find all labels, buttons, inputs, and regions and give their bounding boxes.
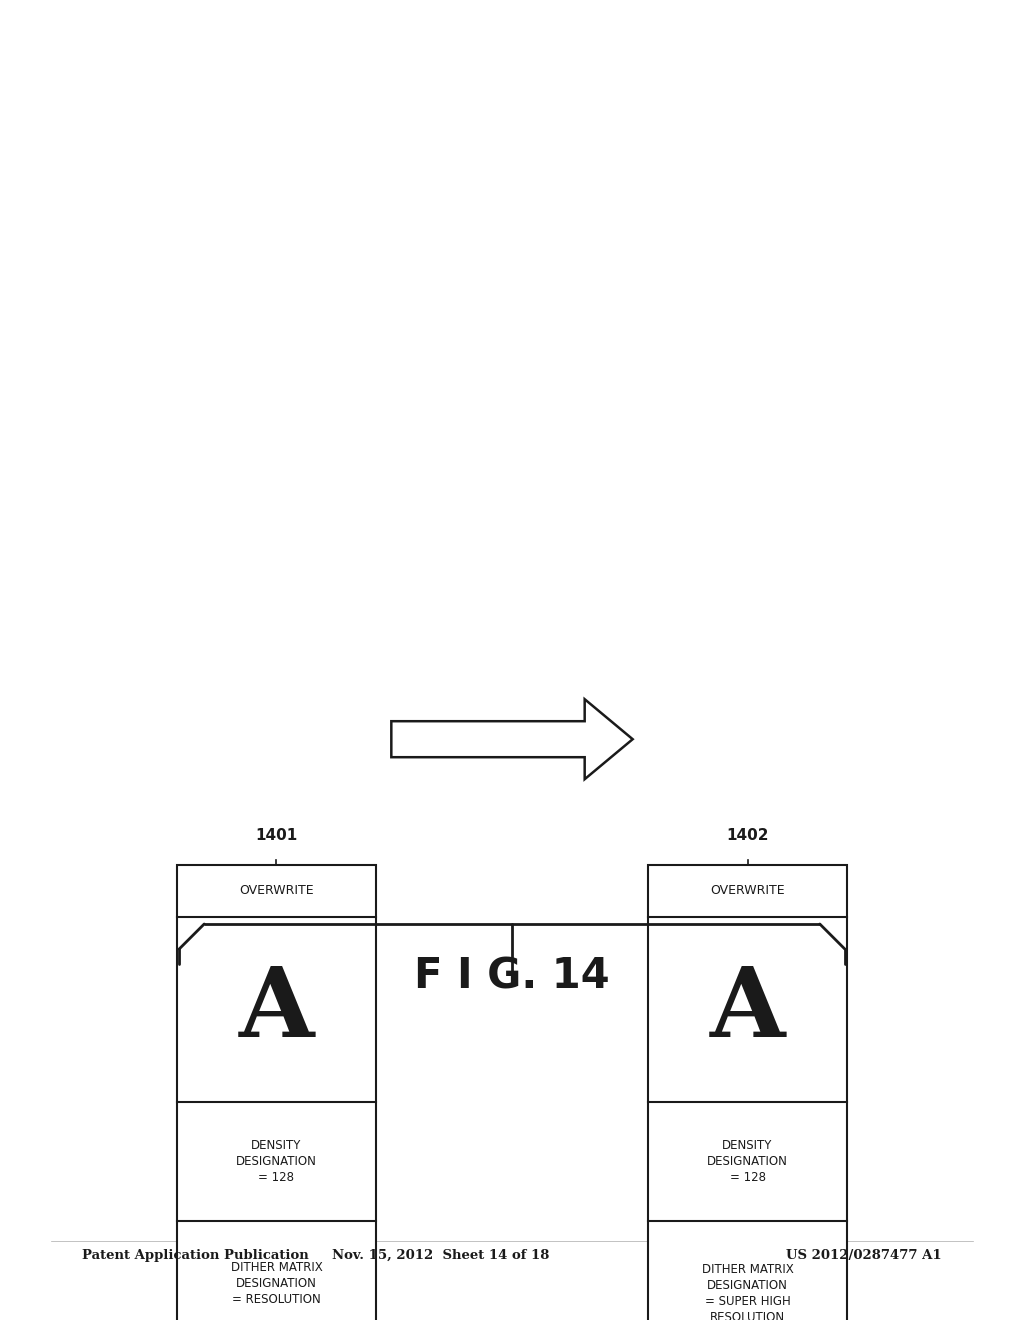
Text: US 2012/0287477 A1: US 2012/0287477 A1 [786,1249,942,1262]
Text: A: A [239,962,314,1057]
Text: DENSITY
DESIGNATION
= 128: DENSITY DESIGNATION = 128 [708,1139,787,1184]
Text: F I G. 14: F I G. 14 [414,956,610,998]
Text: 1402: 1402 [726,828,769,842]
Text: Nov. 15, 2012  Sheet 14 of 18: Nov. 15, 2012 Sheet 14 of 18 [332,1249,549,1262]
Bar [177,865,377,1320]
Text: DITHER MATRIX
DESIGNATION
= RESOLUTION: DITHER MATRIX DESIGNATION = RESOLUTION [230,1261,323,1307]
Polygon shape [391,700,633,779]
Text: OVERWRITE: OVERWRITE [711,884,784,898]
Bar [647,865,847,1320]
Text: DITHER MATRIX
DESIGNATION
= SUPER HIGH
RESOLUTION: DITHER MATRIX DESIGNATION = SUPER HIGH R… [701,1263,794,1320]
Text: A: A [710,962,785,1057]
Text: OVERWRITE: OVERWRITE [240,884,313,898]
Text: Patent Application Publication: Patent Application Publication [82,1249,308,1262]
Text: 1401: 1401 [255,828,298,842]
Text: DENSITY
DESIGNATION
= 128: DENSITY DESIGNATION = 128 [237,1139,316,1184]
